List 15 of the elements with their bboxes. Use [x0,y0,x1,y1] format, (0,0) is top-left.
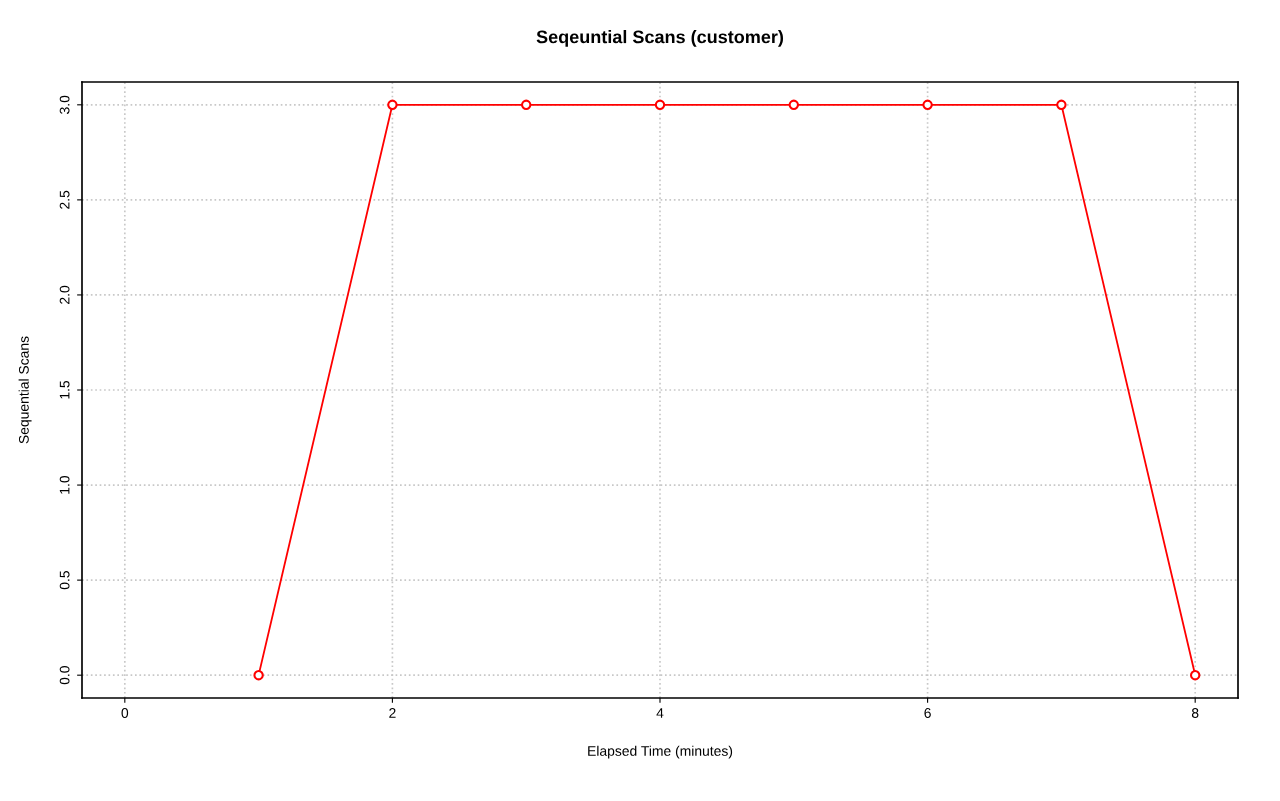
y-tick-label: 0.0 [59,666,70,685]
x-axis-title: Elapsed Time (minutes) [588,745,733,759]
x-tick-label: 8 [1191,708,1199,718]
x-tick-label: 6 [924,708,931,718]
y-tick-label: 2.5 [59,190,70,209]
y-tick-label: 0.5 [59,571,70,590]
x-tick-label: 2 [389,708,396,718]
y-tick-label: 2.0 [59,285,70,304]
x-tick-label: 4 [656,708,664,718]
chart-title: Seqeuntial Scans (customer) [536,30,784,47]
y-axis-title: Sequential Scans [18,336,32,444]
y-tick-label: 3.0 [59,95,70,114]
x-tick-label: 0 [121,708,129,718]
y-tick-label: 1.5 [59,380,70,399]
y-tick-label: 1.0 [59,475,70,494]
